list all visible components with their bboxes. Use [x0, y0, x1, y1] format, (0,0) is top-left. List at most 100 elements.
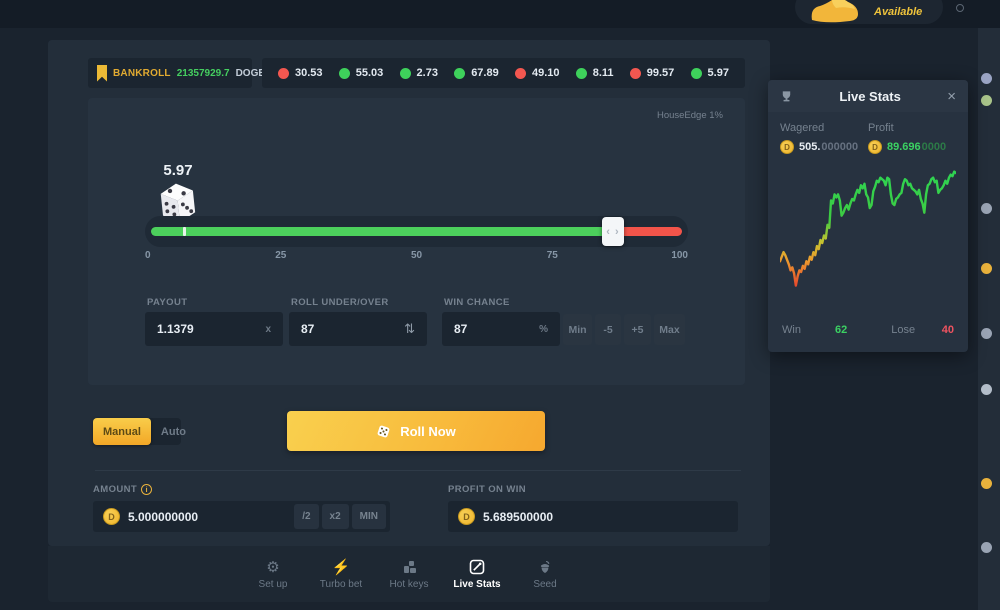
- roll-slider[interactable]: ‹ ›: [145, 216, 688, 247]
- lose-count: 40: [941, 324, 954, 336]
- sidebar-avatar-dot[interactable]: [981, 328, 992, 339]
- roll-value: 8.11: [592, 67, 614, 79]
- swap-under-over-icon[interactable]: ⇅: [404, 321, 415, 336]
- amount-input[interactable]: D 5.000000000 /2 x2 MIN: [93, 501, 390, 532]
- chat-sidebar-strip[interactable]: [978, 28, 1000, 610]
- live-stats-panel: Live Stats × Wagered D 505. 000000 Profi…: [768, 80, 968, 352]
- doge-coin-icon: D: [868, 140, 882, 154]
- min-amount-button[interactable]: MIN: [351, 504, 386, 529]
- trophy-icon: [782, 90, 791, 101]
- recent-roll[interactable]: 2.73: [399, 67, 438, 79]
- doge-coin-icon: D: [458, 508, 475, 525]
- bankroll-value: 21357929.7: [176, 67, 230, 79]
- nav-mini-icon[interactable]: [956, 4, 964, 12]
- profit-on-win-label: PROFIT ON WIN: [448, 484, 527, 495]
- win-chance-value: 87: [454, 322, 468, 336]
- gear-icon: ⚙: [266, 558, 280, 576]
- sidebar-avatar-dot[interactable]: [981, 542, 992, 553]
- slider-scale: 0 25 50 75 100: [145, 250, 688, 264]
- house-edge-label: HouseEdge 1%: [656, 110, 723, 121]
- slider-handle-grip-icon: ‹ ›: [606, 225, 620, 238]
- sidebar-avatar-dot[interactable]: [981, 203, 992, 214]
- duck-mascot-icon: [811, 0, 858, 23]
- win-chance-suffix: %: [539, 323, 548, 335]
- live-stats-footer: Win 62 Lose 40: [768, 316, 968, 336]
- roll-result-dot: [690, 67, 702, 79]
- roll-under-over-input[interactable]: 87 ⇅: [289, 312, 427, 346]
- payout-suffix: x: [265, 323, 271, 335]
- close-icon[interactable]: ×: [947, 87, 956, 105]
- payout-input[interactable]: 1.1379 x: [145, 312, 283, 346]
- roll-value: 99.57: [646, 67, 675, 79]
- win-label: Win: [782, 324, 801, 336]
- recent-roll[interactable]: 8.11: [575, 67, 614, 79]
- recent-roll[interactable]: 55.03: [338, 67, 383, 79]
- slider-panel: HouseEdge 1% 5.97 ‹ › 0 25 50: [88, 98, 745, 385]
- nav-item-seed[interactable]: Seed: [516, 558, 574, 590]
- recent-roll[interactable]: 67.89: [454, 67, 499, 79]
- doge-coin-icon: D: [780, 140, 794, 154]
- manual-mode-button[interactable]: Manual: [93, 418, 151, 445]
- top-navbar: Available: [0, 0, 1000, 28]
- recent-roll[interactable]: 49.10: [514, 67, 559, 79]
- slider-handle[interactable]: ‹ ›: [601, 217, 624, 246]
- bankroll-bar: BANKROLL 21357929.7 DOGE: [88, 58, 265, 88]
- roll-result-dot: [629, 67, 641, 79]
- roll-dice-icon: [377, 425, 390, 437]
- chance-max-button[interactable]: Max: [654, 314, 685, 345]
- win-count: 62: [834, 324, 848, 336]
- recent-roll[interactable]: 5.97: [690, 67, 729, 79]
- auto-mode-button[interactable]: Auto: [151, 418, 196, 445]
- live-stats-title: Live Stats: [839, 88, 901, 104]
- recent-roll[interactable]: 99.57: [629, 67, 675, 79]
- amount-value: 5.000000000: [128, 509, 199, 524]
- info-icon[interactable]: i: [141, 484, 153, 495]
- doge-coin-icon: D: [103, 508, 120, 525]
- slider-win-track: [151, 227, 613, 236]
- divider: [95, 470, 741, 471]
- roll-result-dot: [338, 67, 350, 79]
- hot-keys-icon: [401, 558, 417, 575]
- payout-value: 1.1379: [157, 322, 194, 336]
- bookmark-icon: [97, 64, 107, 82]
- sidebar-avatar-dot[interactable]: [981, 263, 992, 274]
- profit-value: D 89.696 0000: [868, 140, 956, 154]
- roll-result-dot: [278, 67, 289, 79]
- roll-result-dot: [399, 67, 411, 79]
- payout-label: PAYOUT: [147, 297, 188, 308]
- profit-on-win-value: 5.689500000: [483, 509, 554, 524]
- sidebar-avatar-dot[interactable]: [981, 478, 992, 489]
- chance-min-button[interactable]: Min: [563, 314, 592, 345]
- bet-mode-toggle: Manual Auto: [93, 418, 186, 445]
- win-chance-label: WIN CHANCE: [444, 297, 510, 308]
- win-chance-input[interactable]: 87 %: [442, 312, 560, 346]
- livestats-chart-line: [780, 172, 956, 286]
- roll-now-label: Roll Now: [400, 423, 456, 439]
- profit-on-win-value-box: D 5.689500000: [448, 501, 738, 532]
- slider-lose-track: [612, 227, 682, 236]
- bankroll-currency: DOGE: [235, 67, 266, 79]
- live-stats-header: Live Stats ×: [768, 80, 968, 112]
- chance-minus5-button[interactable]: -5: [595, 314, 621, 345]
- profit-label: Profit: [868, 122, 894, 134]
- recent-roll[interactable]: 30.53: [278, 67, 323, 79]
- scale-75: 75: [546, 250, 558, 261]
- profit-chart: [780, 164, 956, 316]
- roll-value: 30.53: [295, 67, 323, 79]
- chance-plus5-button[interactable]: +5: [624, 314, 651, 345]
- sidebar-avatar-dot[interactable]: [981, 384, 992, 395]
- nav-item-turbo-bet[interactable]: ⚡ Turbo bet: [319, 558, 363, 591]
- nav-item-hot-keys[interactable]: Hot keys: [380, 558, 438, 590]
- game-footer-nav: ⚙ Set up ⚡ Turbo bet Hot keys Live Stats…: [48, 546, 770, 602]
- roll-result-dot: [454, 67, 466, 79]
- sidebar-avatar-dot[interactable]: [981, 73, 992, 84]
- nav-item-set-up[interactable]: ⚙ Set up: [258, 558, 288, 591]
- slider-result-tick: [182, 227, 186, 236]
- nav-item-live-stats[interactable]: Live Stats: [448, 558, 506, 590]
- sidebar-avatar-dot[interactable]: [981, 95, 992, 106]
- dice-result-icon: [160, 183, 196, 223]
- roll-now-button[interactable]: Roll Now: [287, 411, 545, 451]
- lose-label: Lose: [891, 324, 916, 336]
- half-amount-button[interactable]: /2: [294, 504, 319, 529]
- double-amount-button[interactable]: x2: [321, 504, 349, 529]
